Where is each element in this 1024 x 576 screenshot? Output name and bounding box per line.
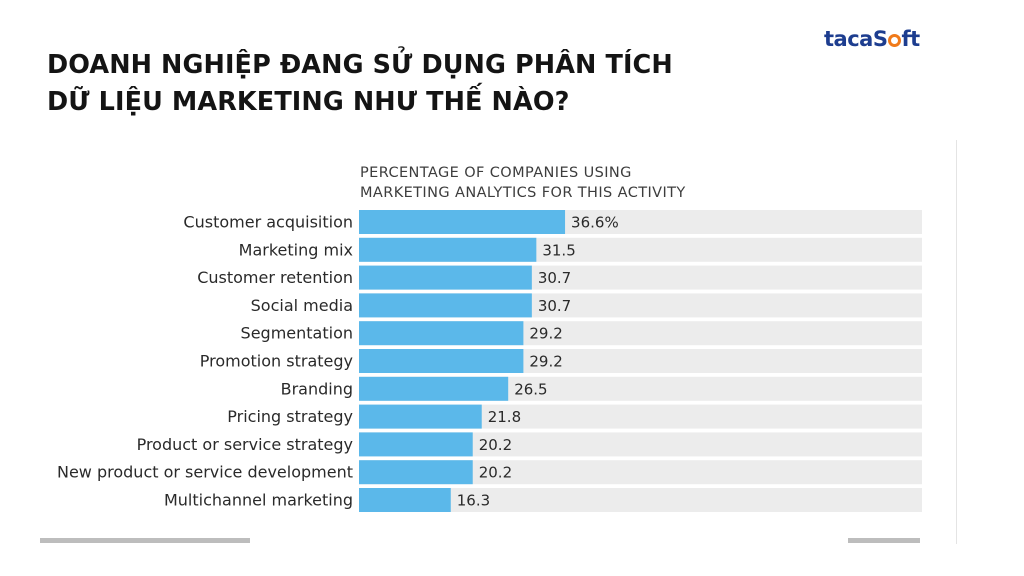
bar-track (359, 488, 922, 512)
category-label: Social media (251, 296, 353, 315)
value-label: 20.2 (479, 464, 512, 482)
slide-title: DOANH NGHIỆP ĐANG SỬ DỤNG PHÂN TÍCH DỮ L… (47, 47, 747, 121)
source-strip (36, 538, 956, 544)
chart-title-line-1: PERCENTAGE OF COMPANIES USING (360, 165, 632, 181)
logo-o-mark (887, 34, 901, 47)
bar-chart: Customer acquisition 36.6% Marketing mix 31… (57, 210, 922, 512)
logo-text-2: a (859, 27, 873, 51)
category-label: Product or service strategy (137, 435, 353, 454)
logo-text-3: S (872, 27, 888, 51)
slide-title-line-1: DOANH NGHIỆP ĐANG SỬ DỤNG PHÂN TÍCH (47, 50, 673, 80)
copyright-text-fragment (848, 538, 920, 543)
value-label: 20.2 (479, 436, 512, 454)
bar (359, 488, 451, 512)
logo-text-1: tac (824, 27, 860, 51)
bar (359, 404, 482, 429)
bar (359, 321, 524, 346)
value-label: 30.7 (538, 297, 571, 315)
value-label: 29.2 (529, 325, 562, 343)
bar (359, 349, 524, 373)
bar (359, 210, 566, 234)
category-label: Multichannel marketing (164, 491, 353, 510)
value-label: 26.5 (514, 380, 547, 398)
value-label: 16.3 (457, 492, 490, 510)
value-label: 21.8 (488, 408, 521, 426)
category-label: Customer retention (197, 268, 353, 287)
value-label: 29.2 (529, 353, 562, 371)
tacasoft-logo: tacaS ft (824, 27, 920, 51)
chart-title-line-2: MARKETING ANALYTICS FOR THIS ACTIVITY (360, 185, 686, 201)
category-label: Marketing mix (239, 240, 353, 259)
category-label: Branding (281, 379, 353, 398)
category-label: Pricing strategy (227, 407, 353, 426)
value-label: 31.5 (542, 241, 575, 259)
logo-text-4: ft (901, 27, 920, 51)
category-label: Customer acquisition (183, 213, 353, 232)
bar (359, 460, 473, 485)
bar (359, 265, 532, 290)
category-label: New product or service development (57, 463, 353, 482)
chart-title: PERCENTAGE OF COMPANIES USING MARKETING … (360, 163, 686, 203)
bar (359, 237, 537, 262)
value-label: 36.6% (571, 214, 619, 232)
bar (359, 376, 509, 401)
bar (359, 432, 473, 457)
chart-panel-edge (956, 140, 957, 544)
slide-title-line-2: DỮ LIỆU MARKETING NHƯ THẾ NÀO? (47, 87, 570, 117)
value-label: 30.7 (538, 269, 571, 287)
source-text-fragment (40, 538, 250, 543)
chart-panel: PERCENTAGE OF COMPANIES USING MARKETING … (36, 140, 956, 544)
category-label: Segmentation (241, 324, 353, 343)
bar (359, 293, 532, 318)
category-label: Promotion strategy (200, 352, 353, 371)
